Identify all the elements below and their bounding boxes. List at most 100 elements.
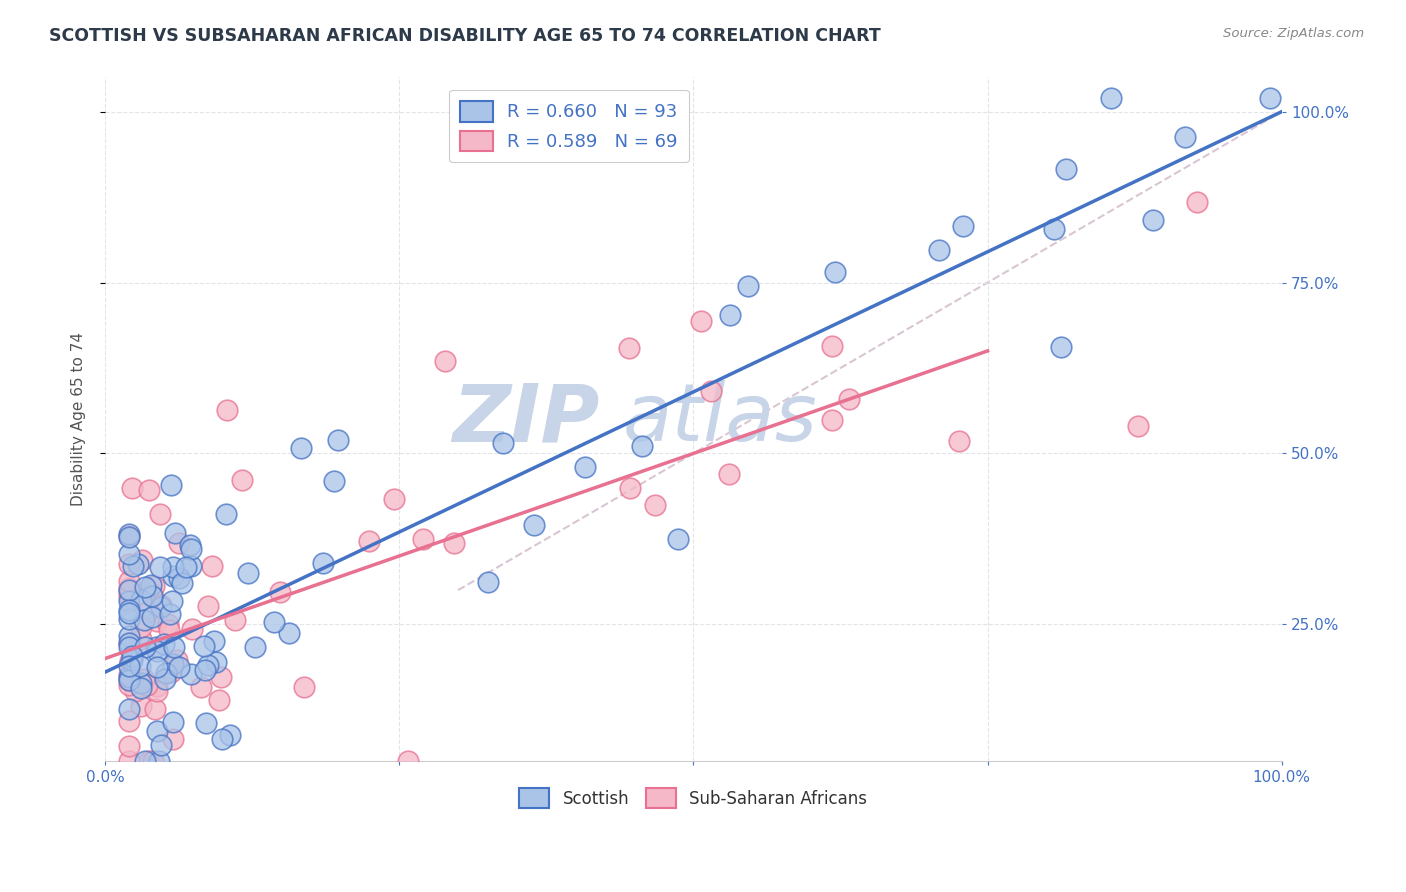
Point bbox=[193, 639, 215, 653]
Point bbox=[208, 692, 231, 706]
Point bbox=[412, 532, 434, 546]
Point bbox=[190, 680, 212, 694]
Point bbox=[134, 580, 156, 594]
Point bbox=[160, 594, 183, 608]
Point bbox=[195, 715, 218, 730]
Point bbox=[146, 615, 169, 629]
Point bbox=[180, 541, 202, 556]
Point bbox=[157, 617, 180, 632]
Point bbox=[117, 678, 139, 692]
Point bbox=[141, 610, 163, 624]
Point bbox=[1142, 212, 1164, 227]
Point bbox=[162, 657, 184, 672]
Point bbox=[215, 402, 238, 417]
Point bbox=[153, 637, 176, 651]
Point bbox=[169, 571, 191, 585]
Point bbox=[617, 341, 640, 355]
Point bbox=[149, 507, 172, 521]
Point bbox=[434, 354, 457, 368]
Point bbox=[117, 594, 139, 608]
Point bbox=[146, 723, 169, 738]
Point bbox=[117, 739, 139, 754]
Point bbox=[666, 532, 689, 546]
Point bbox=[167, 659, 190, 673]
Point bbox=[146, 643, 169, 657]
Point bbox=[243, 640, 266, 654]
Point bbox=[159, 478, 181, 492]
Point bbox=[121, 481, 143, 495]
Point bbox=[1260, 91, 1282, 105]
Point bbox=[396, 754, 419, 768]
Point bbox=[117, 612, 139, 626]
Y-axis label: Disability Age 65 to 74: Disability Age 65 to 74 bbox=[72, 332, 86, 507]
Point bbox=[194, 663, 217, 677]
Point bbox=[129, 676, 152, 690]
Point bbox=[523, 518, 546, 533]
Point bbox=[138, 754, 160, 768]
Point bbox=[1099, 91, 1122, 105]
Point bbox=[163, 640, 186, 654]
Point bbox=[129, 593, 152, 607]
Text: SCOTTISH VS SUBSAHARAN AFRICAN DISABILITY AGE 65 TO 74 CORRELATION CHART: SCOTTISH VS SUBSAHARAN AFRICAN DISABILIT… bbox=[49, 27, 882, 45]
Point bbox=[821, 339, 844, 353]
Point bbox=[700, 384, 723, 398]
Point bbox=[326, 434, 349, 448]
Point bbox=[131, 553, 153, 567]
Point bbox=[197, 658, 219, 673]
Point bbox=[129, 681, 152, 695]
Point bbox=[821, 413, 844, 427]
Point bbox=[121, 653, 143, 667]
Point bbox=[162, 560, 184, 574]
Point bbox=[167, 536, 190, 550]
Point bbox=[118, 654, 141, 668]
Point bbox=[162, 732, 184, 747]
Point bbox=[290, 441, 312, 455]
Point bbox=[928, 244, 950, 258]
Point bbox=[948, 434, 970, 449]
Point bbox=[838, 392, 860, 406]
Point bbox=[148, 754, 170, 768]
Point bbox=[205, 655, 228, 669]
Point bbox=[323, 474, 346, 488]
Point bbox=[166, 652, 188, 666]
Point bbox=[127, 557, 149, 571]
Point bbox=[824, 264, 846, 278]
Point bbox=[117, 574, 139, 588]
Point bbox=[117, 557, 139, 571]
Point bbox=[155, 666, 177, 681]
Point bbox=[117, 668, 139, 682]
Point bbox=[737, 279, 759, 293]
Point bbox=[117, 581, 139, 595]
Point bbox=[359, 533, 381, 548]
Point bbox=[150, 600, 173, 615]
Text: Source: ZipAtlas.com: Source: ZipAtlas.com bbox=[1223, 27, 1364, 40]
Point bbox=[278, 626, 301, 640]
Point bbox=[138, 604, 160, 618]
Point bbox=[117, 670, 139, 684]
Point bbox=[717, 467, 740, 481]
Point bbox=[117, 530, 139, 544]
Point bbox=[201, 559, 224, 574]
Point bbox=[162, 714, 184, 729]
Point bbox=[443, 536, 465, 550]
Point bbox=[117, 547, 139, 561]
Point bbox=[236, 566, 259, 580]
Point bbox=[180, 559, 202, 574]
Point bbox=[159, 607, 181, 621]
Point bbox=[117, 589, 139, 603]
Point bbox=[690, 314, 713, 328]
Point bbox=[117, 526, 139, 541]
Legend: Scottish, Sub-Saharan Africans: Scottish, Sub-Saharan Africans bbox=[513, 781, 875, 814]
Point bbox=[382, 492, 405, 507]
Point bbox=[146, 679, 169, 693]
Point bbox=[492, 436, 515, 450]
Point bbox=[117, 606, 139, 620]
Point bbox=[145, 640, 167, 654]
Point bbox=[146, 660, 169, 674]
Point bbox=[197, 599, 219, 614]
Point bbox=[1043, 222, 1066, 236]
Point bbox=[117, 673, 139, 687]
Point bbox=[117, 603, 139, 617]
Point bbox=[132, 673, 155, 687]
Point bbox=[136, 677, 159, 691]
